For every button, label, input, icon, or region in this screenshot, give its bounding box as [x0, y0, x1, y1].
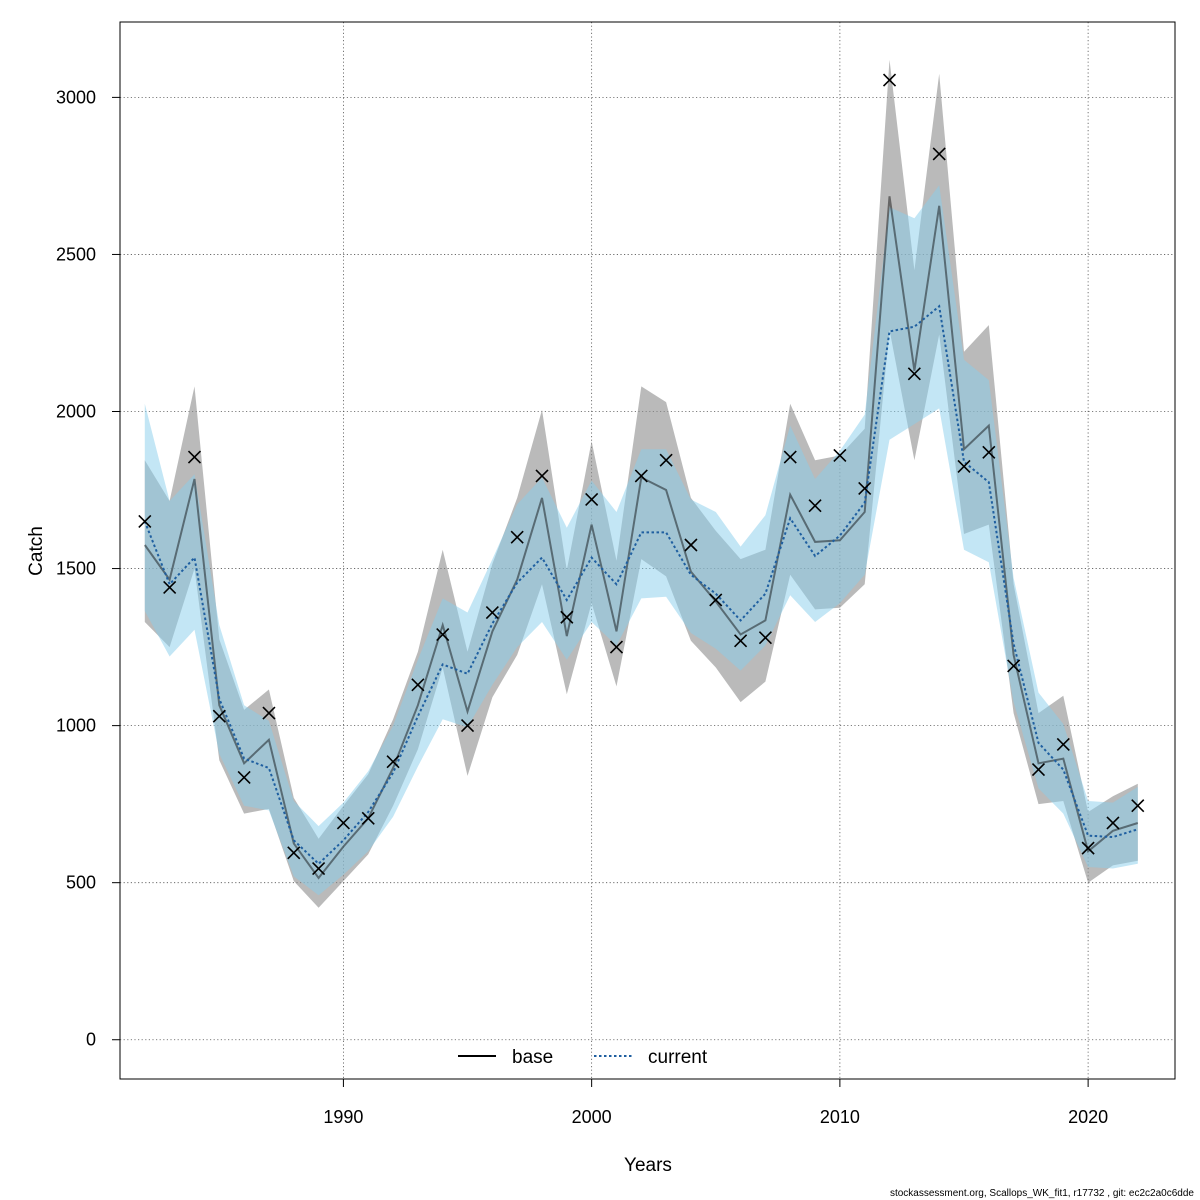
observed-point-2016: [982, 445, 996, 459]
observed-point-1998: [535, 469, 549, 483]
observed-point-1987: [262, 706, 276, 720]
observed-point-2001: [609, 640, 624, 654]
y-tick-label-0: 0: [86, 1030, 96, 1050]
observed-point-1995: [460, 719, 475, 733]
observed-point-1988: [287, 846, 301, 860]
observed-point-2005: [709, 593, 723, 607]
observed-point-1989: [312, 861, 326, 876]
observed-point-2008: [783, 450, 797, 464]
observed-point-2010: [833, 448, 847, 463]
observed-point-2003: [659, 453, 673, 467]
observed-point-1985: [212, 709, 226, 723]
observed-point-1991: [361, 811, 375, 825]
legend-label-current: current: [648, 1047, 708, 1068]
x-tick-label-1990: 1990: [323, 1107, 363, 1127]
y-axis-title: Catch: [26, 526, 47, 576]
observed-point-1997: [510, 530, 524, 544]
observed-point-2017: [1007, 659, 1021, 673]
observed-point-1993: [411, 678, 425, 692]
x-tick-label-2010: 2010: [820, 1107, 860, 1127]
current-confidence-band: [144, 185, 1138, 896]
observed-point-2021: [1106, 816, 1120, 830]
confidence-bands: [144, 59, 1138, 908]
base-line: [143, 196, 1139, 880]
observed-point-1986: [237, 770, 251, 785]
observed-point-1982: [138, 514, 152, 529]
axes: 1990 2000 2010 2020 0 500 1000 1500 2000 2500 3000: [56, 87, 1108, 1127]
observed-point-2004: [684, 538, 698, 552]
observed-markers: [138, 73, 1145, 876]
plot-frame: [119, 21, 1176, 1080]
observed-point-2007: [758, 631, 772, 645]
observed-point-1996: [485, 605, 499, 620]
observed-point-1990: [336, 816, 350, 830]
observed-point-2018: [1031, 763, 1046, 777]
x-axis-title: Years: [624, 1155, 672, 1176]
x-tick-label-2000: 2000: [572, 1107, 612, 1127]
observed-point-2014: [932, 147, 946, 161]
observed-point-2020: [1081, 841, 1095, 855]
legend-label-base: base: [512, 1047, 553, 1068]
observed-point-2011: [858, 481, 872, 496]
footer-caption: stockassessment.org, Scallops_WK_fit1, r…: [890, 1188, 1194, 1199]
observed-point-2000: [585, 492, 599, 507]
observed-point-2015: [957, 459, 971, 474]
observed-point-1984: [187, 450, 202, 464]
y-tick-label-2500: 2500: [56, 244, 96, 264]
observed-point-2006: [734, 634, 748, 648]
observed-point-1992: [386, 755, 400, 769]
y-tick-label-1500: 1500: [56, 559, 96, 579]
observed-point-1999: [560, 610, 574, 624]
observed-point-2002: [634, 469, 648, 483]
y-tick-label-2000: 2000: [56, 402, 96, 422]
observed-point-1994: [436, 627, 450, 642]
y-tick-label-1000: 1000: [56, 716, 96, 736]
observed-point-2009: [808, 499, 822, 513]
observed-point-2019: [1056, 737, 1070, 752]
y-tick-label-500: 500: [66, 873, 96, 893]
observed-point-2013: [907, 367, 921, 381]
legend: base current: [458, 1047, 708, 1068]
y-tick-label-3000: 3000: [56, 87, 96, 107]
x-tick-label-2020: 2020: [1068, 1107, 1108, 1127]
observed-point-1983: [163, 580, 177, 594]
observed-point-2022: [1131, 799, 1145, 813]
series-lines: [143, 196, 1139, 880]
observed-point-2012: [882, 73, 897, 87]
